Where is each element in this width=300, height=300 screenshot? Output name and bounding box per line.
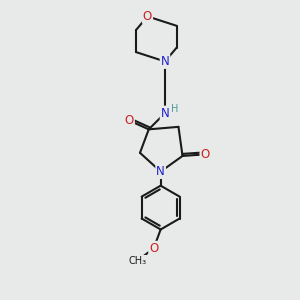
Text: O: O [149, 242, 158, 255]
Text: N: N [160, 55, 169, 68]
Text: N: N [160, 106, 169, 120]
Text: CH₃: CH₃ [128, 256, 146, 266]
Text: N: N [156, 165, 165, 178]
Text: O: O [200, 148, 210, 161]
Text: H: H [171, 104, 179, 114]
Text: O: O [143, 10, 152, 23]
Text: O: O [125, 114, 134, 127]
